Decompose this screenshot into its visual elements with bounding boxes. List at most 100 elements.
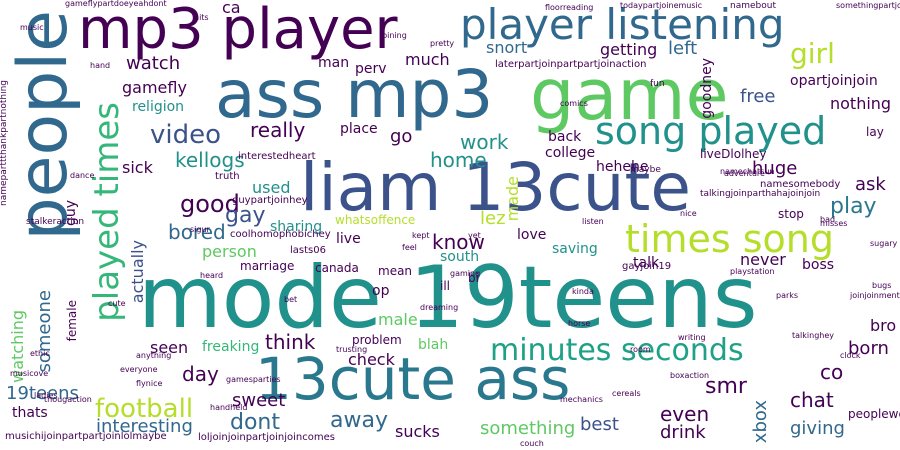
word: dreaming [420,303,459,312]
word: opartjoinjoin [790,73,878,89]
word: pretty [430,39,455,48]
word: think [265,330,316,354]
word: even [660,402,710,426]
word: lay [866,125,884,139]
word: thats [12,405,48,421]
word: seen [150,338,189,357]
word: football [95,394,194,424]
word: adventure [724,169,765,178]
word: perv [355,61,387,77]
word: drink [660,422,706,443]
word: times song [625,217,834,261]
word: musichijoinpartpartjoinlolmaybe [5,431,167,442]
word: yet [468,231,481,240]
word: gayjoin19 [622,261,672,272]
word: ladies [34,391,58,400]
word: away [330,408,388,433]
word: bi [468,271,479,285]
word: peoplewell [848,407,900,421]
word: male [378,310,418,329]
word: dont [230,410,280,435]
word: ass mp3 [215,56,494,133]
word: giving [790,418,845,439]
word: ill [440,279,451,293]
word: anything [136,351,172,360]
word: freaking [202,339,260,355]
word: kept [412,231,430,240]
word: interesting [96,416,193,437]
word: never [740,250,786,269]
word: namebout [730,1,776,11]
word: 19teens [6,383,79,404]
word: guypartjoinhey [232,195,308,206]
word: bored [168,220,226,244]
word: interestedheart [238,151,316,162]
word: hand [90,61,111,70]
word: whatsoffence [335,213,416,227]
word: loljoinjoinpartjoinjoincomes [198,432,335,443]
word: namechatsun [720,167,775,176]
word: lasts06 [290,245,326,256]
word: mode 19teens [138,248,758,348]
word: listen [582,217,604,226]
word: op [372,283,390,299]
word: thougaction [44,395,92,404]
word: liveDlolhey [700,147,767,161]
word: minutes seconds [490,333,744,368]
word: game [530,54,729,136]
word: south [440,249,480,265]
word: ca [222,0,241,17]
word: love [517,227,547,243]
word: blah [418,337,449,353]
word: stalkeraction [26,217,85,227]
word: kellogs [175,148,245,172]
word: horse [568,319,591,328]
word: canada [315,261,359,275]
word: gaming [450,269,481,278]
word: fun [650,79,665,89]
word: sucks [395,422,440,441]
word: namesomebody [760,179,841,190]
word: bugs [872,281,892,290]
word: room [630,345,651,354]
word: religion [132,99,185,115]
word: sweet [232,390,286,411]
word: free [740,86,776,107]
word: mean [378,264,413,278]
word: boss [802,257,835,273]
word: comics [560,99,588,108]
word: bad [820,215,836,224]
word: sharing [270,219,323,235]
word: someone [34,290,55,373]
word: much [405,50,450,69]
word: coolhomophobichey [230,229,331,240]
word: work [460,130,509,154]
word: mp3 player [78,0,398,62]
word: gay [225,203,266,228]
word: playstation [730,267,775,276]
word: bro [870,316,897,335]
word: talk [633,255,660,271]
word: talkinghey [792,331,834,340]
word: saving [552,241,598,257]
word: nameparttthankpartnothing [0,80,9,206]
word: joining [380,31,407,40]
word: couch [520,439,544,448]
word: check [348,350,395,369]
word: heard [200,271,224,280]
word: floorreading [545,3,594,12]
word: misses [820,219,848,228]
word: know [432,230,485,254]
word: music [20,23,44,32]
word: ask [855,174,886,195]
word: girl [790,37,835,70]
word: trusting [336,345,368,354]
word: home [430,148,487,172]
word: todaypartjoinemusic [620,1,703,10]
word: day [182,362,219,386]
word: played times [87,102,127,322]
word: xbox [750,400,771,444]
word: live [336,231,361,247]
word: bet [284,295,298,304]
word: ethic [30,349,50,358]
